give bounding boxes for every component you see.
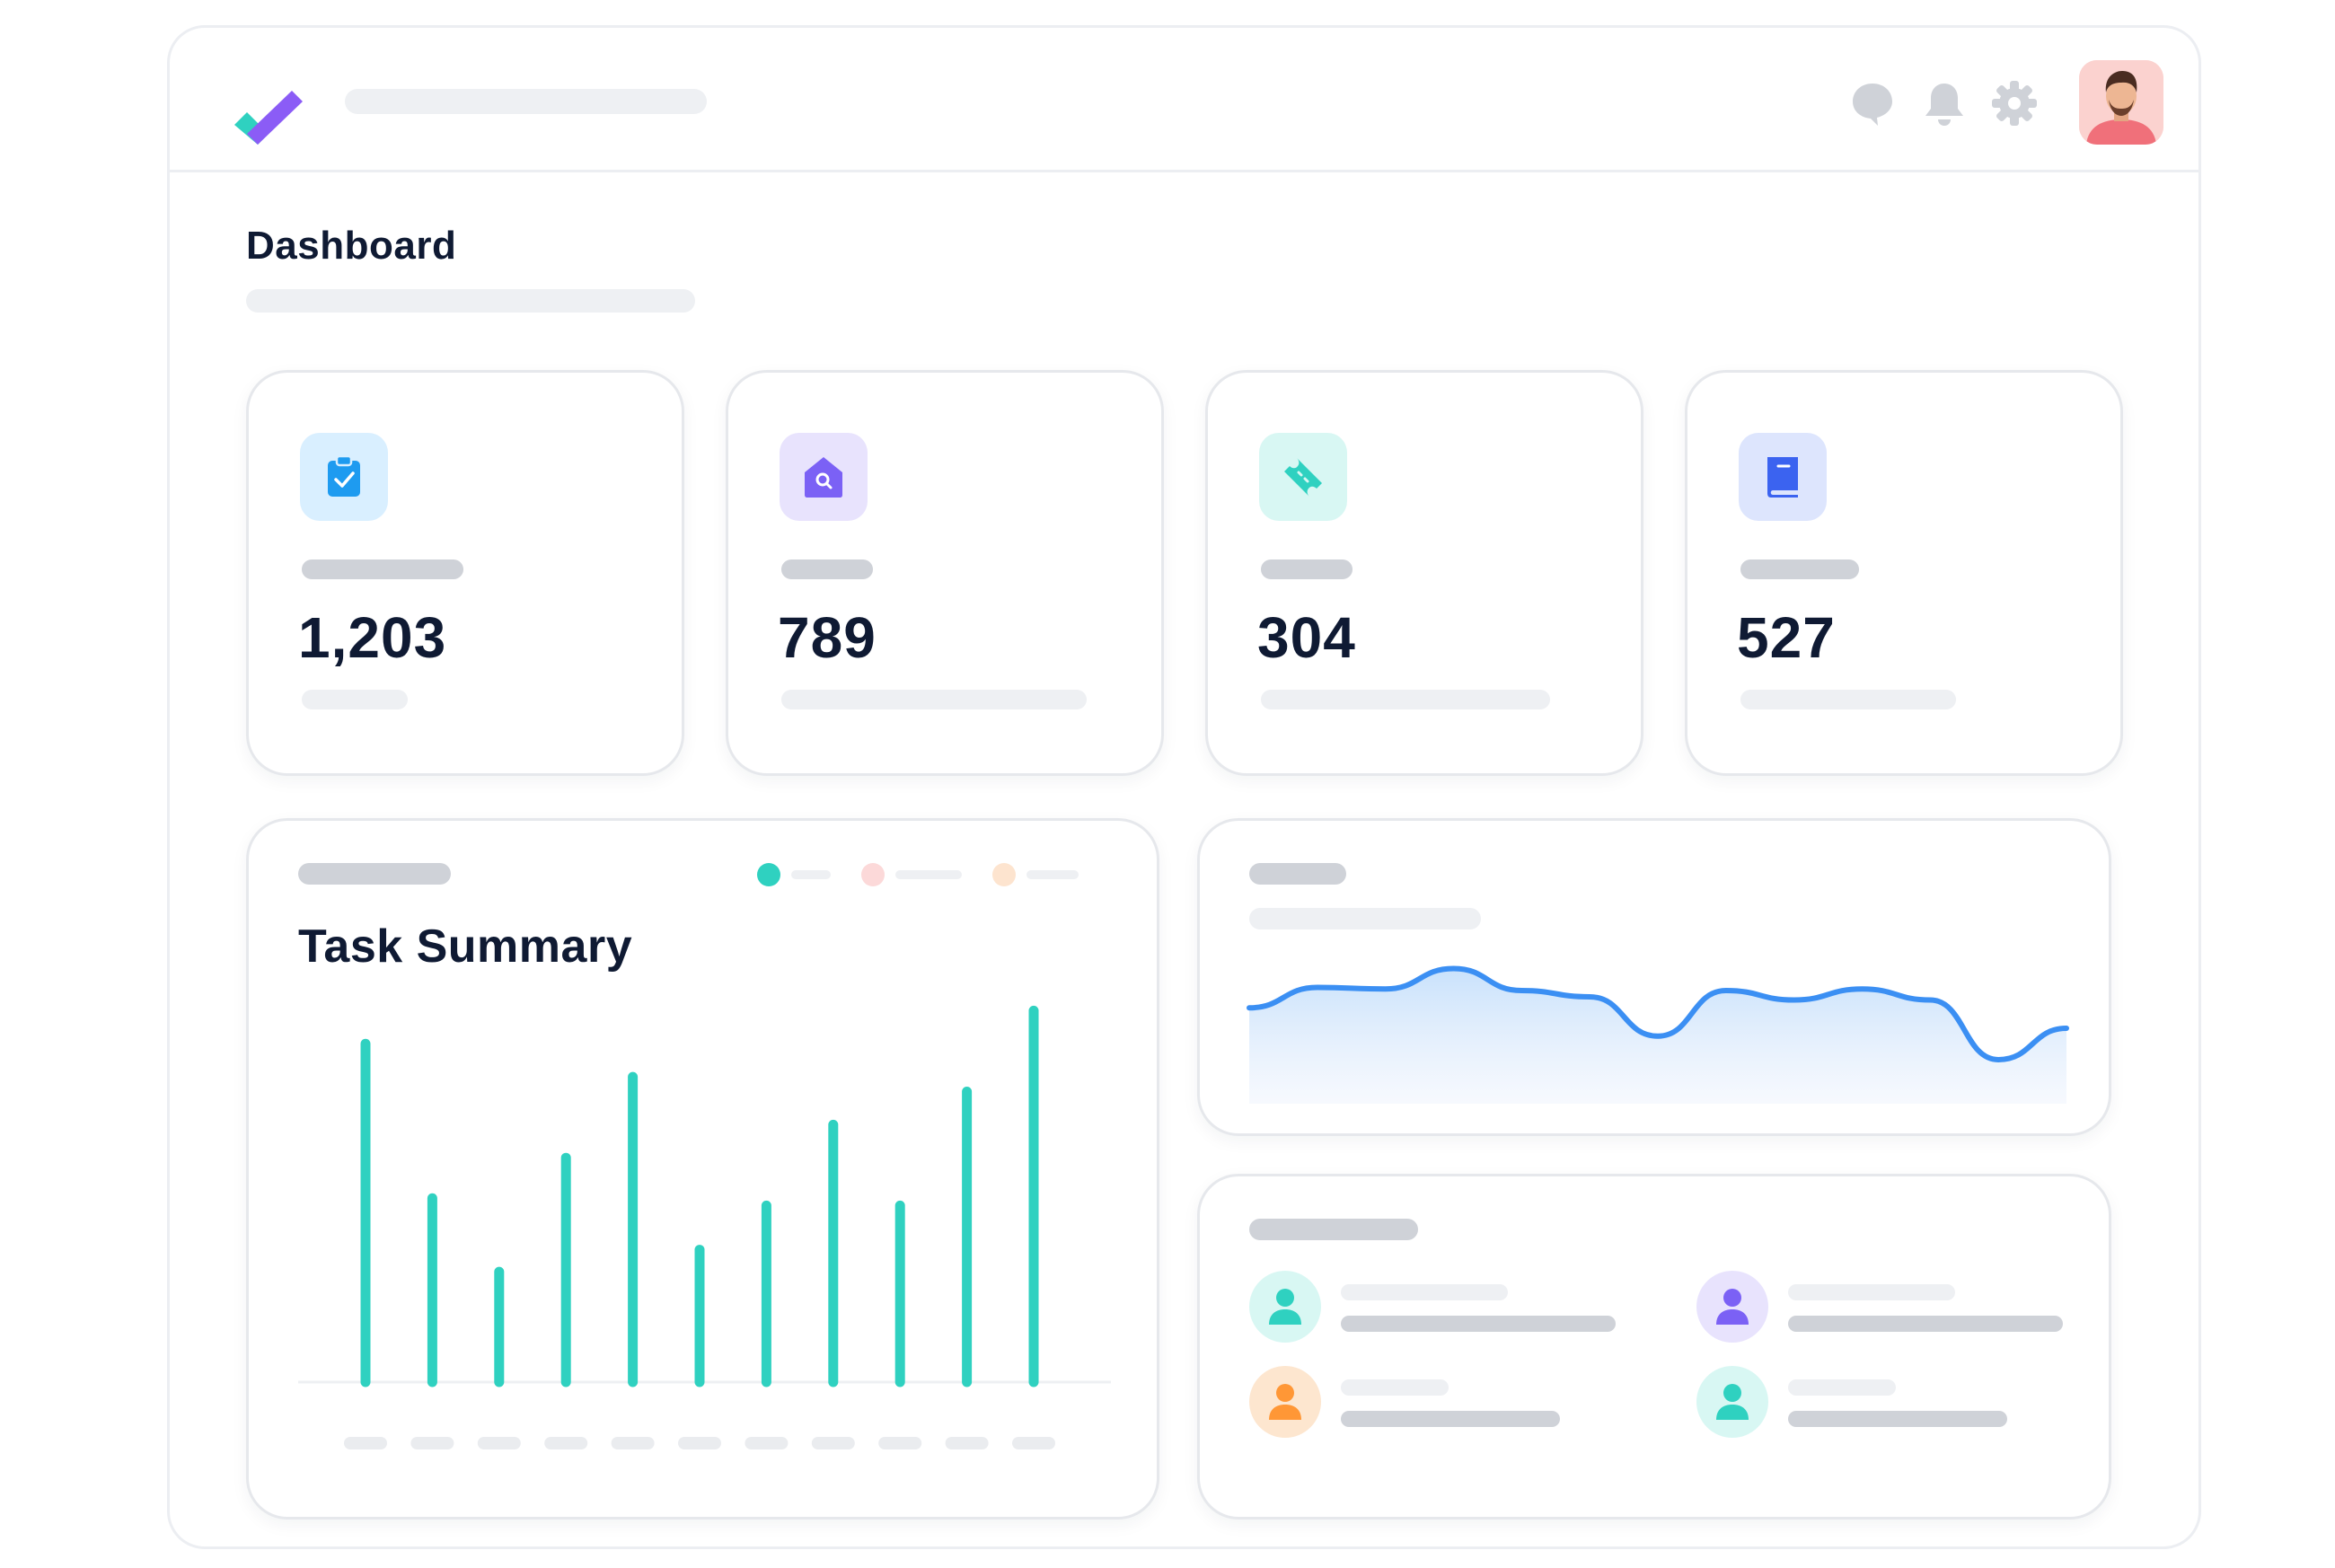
- stat-caption-placeholder: [302, 690, 408, 709]
- x-tick-label-placeholder: [477, 1437, 521, 1449]
- card-label-placeholder: [1249, 863, 1346, 885]
- stat-icon-wrap: [1259, 433, 1347, 521]
- task-summary-chart: [298, 1005, 1111, 1449]
- stat-label-placeholder: [1261, 559, 1353, 579]
- team-card[interactable]: [1197, 1174, 2111, 1520]
- app-window: Dashboard 1,203 789: [167, 25, 2201, 1549]
- trend-area-chart: [1247, 965, 2069, 1104]
- clipboard-check-icon: [328, 454, 360, 497]
- stat-caption-placeholder: [781, 690, 1087, 709]
- page-subtitle-placeholder: [246, 289, 695, 313]
- person-avatar[interactable]: [1249, 1366, 1321, 1438]
- user-icon: [1269, 1289, 1301, 1325]
- person-avatar[interactable]: [1249, 1271, 1321, 1343]
- x-tick-label-placeholder: [410, 1437, 454, 1449]
- top-bar: [170, 28, 2198, 172]
- person-detail-placeholder: [1341, 1411, 1560, 1427]
- legend-dot: [757, 863, 780, 886]
- legend-label-placeholder: [1027, 870, 1079, 879]
- chart-title: Task Summary: [298, 921, 633, 973]
- bell-icon[interactable]: [1919, 78, 1969, 128]
- legend-dot: [861, 863, 885, 886]
- book-icon: [1767, 457, 1798, 498]
- stat-caption-placeholder: [1740, 690, 1956, 709]
- trend-line: [1247, 965, 2069, 1062]
- person-name-placeholder: [1788, 1379, 1896, 1396]
- stat-label-placeholder: [302, 559, 463, 579]
- card-label-placeholder: [1249, 1219, 1418, 1240]
- chat-bubble-icon[interactable]: [1847, 78, 1898, 128]
- person-detail-placeholder: [1788, 1411, 2007, 1427]
- stat-card[interactable]: 527: [1685, 370, 2123, 776]
- user-avatar[interactable]: [2079, 60, 2163, 145]
- x-tick-label-placeholder: [811, 1437, 855, 1449]
- app-logo[interactable]: [233, 71, 304, 152]
- user-icon: [1716, 1384, 1749, 1420]
- person-avatar[interactable]: [1696, 1271, 1768, 1343]
- person-detail-placeholder: [1788, 1316, 2063, 1332]
- stat-icon-wrap: [780, 433, 868, 521]
- header-divider: [170, 170, 2198, 172]
- legend-label-placeholder: [895, 870, 962, 879]
- card-label-placeholder: [298, 863, 451, 885]
- stat-card[interactable]: 304: [1205, 370, 1643, 776]
- x-tick-label-placeholder: [1012, 1437, 1055, 1449]
- stat-caption-placeholder: [1261, 690, 1550, 709]
- user-icon: [1716, 1289, 1749, 1325]
- house-search-icon: [805, 457, 842, 498]
- person-name-placeholder: [1341, 1284, 1508, 1300]
- trend-card[interactable]: [1197, 818, 2111, 1136]
- x-tick-label-placeholder: [878, 1437, 922, 1449]
- person-detail-placeholder: [1341, 1316, 1616, 1332]
- legend-dot: [992, 863, 1016, 886]
- stat-value: 304: [1257, 605, 1356, 670]
- x-tick-label-placeholder: [344, 1437, 387, 1449]
- card-sublabel-placeholder: [1249, 908, 1481, 929]
- search-bar[interactable]: [345, 89, 707, 114]
- page-title: Dashboard: [246, 224, 457, 268]
- stat-icon-wrap: [1739, 433, 1827, 521]
- x-tick-label-placeholder: [678, 1437, 721, 1449]
- stat-icon-wrap: [300, 433, 388, 521]
- x-tick-label-placeholder: [611, 1437, 655, 1449]
- stat-label-placeholder: [781, 559, 873, 579]
- gear-icon[interactable]: [1989, 78, 2040, 128]
- x-tick-label-placeholder: [945, 1437, 989, 1449]
- ticket-icon: [1284, 458, 1322, 497]
- stat-value: 1,203: [298, 605, 447, 670]
- person-name-placeholder: [1788, 1284, 1955, 1300]
- stat-card[interactable]: 1,203: [246, 370, 684, 776]
- user-icon: [1269, 1384, 1301, 1420]
- stat-value: 527: [1737, 605, 1836, 670]
- stat-label-placeholder: [1740, 559, 1859, 579]
- x-tick-label-placeholder: [544, 1437, 588, 1449]
- legend-label-placeholder: [791, 870, 831, 879]
- person-avatar[interactable]: [1696, 1366, 1768, 1438]
- x-tick-label-placeholder: [745, 1437, 789, 1449]
- stat-card[interactable]: 789: [726, 370, 1164, 776]
- person-name-placeholder: [1341, 1379, 1449, 1396]
- task-summary-card[interactable]: Task Summary: [246, 818, 1159, 1520]
- stat-value: 789: [778, 605, 877, 670]
